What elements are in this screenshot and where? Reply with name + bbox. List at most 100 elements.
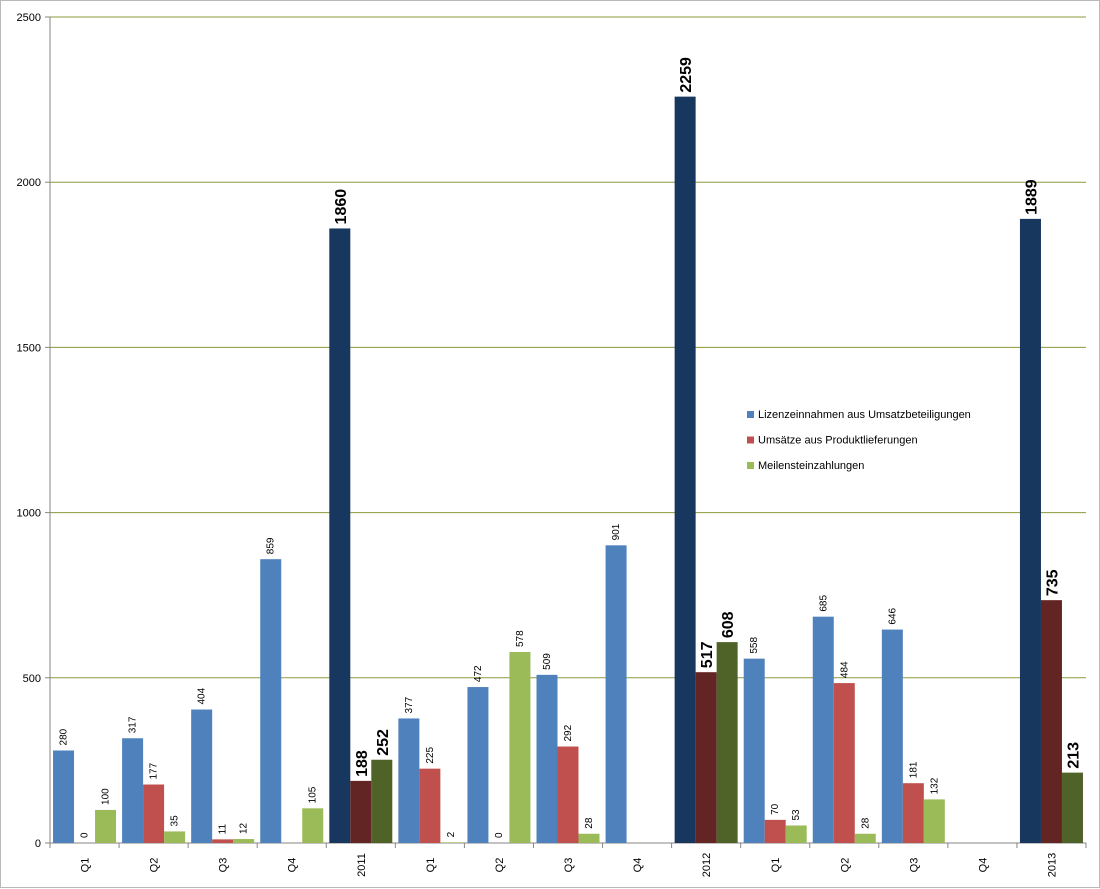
bar-2012-series3: [716, 642, 738, 843]
bar-Q3-series3: [578, 833, 600, 843]
data-label: 105: [308, 786, 319, 803]
bar-Q1-series1: [743, 658, 765, 843]
bar-Q2-series3: [509, 652, 531, 843]
bar-Q3-series2: [212, 839, 234, 843]
bar-Q4-series3: [302, 808, 324, 843]
x-tick-label: Q3: [908, 858, 920, 873]
data-label: 472: [473, 665, 484, 682]
bar-Q2-series2: [833, 683, 855, 843]
bar-2012-series1: [674, 96, 696, 843]
bar-Q1-series1: [398, 718, 420, 843]
x-tick-label: Q1: [80, 858, 92, 873]
bar-Q1-series1: [53, 750, 75, 843]
data-label: 53: [791, 809, 802, 821]
y-tick-label: 2000: [17, 177, 41, 189]
x-tick-label: 2012: [701, 853, 713, 877]
data-label: 35: [170, 815, 181, 827]
data-label: 70: [770, 803, 781, 815]
x-tick-label: Q1: [425, 858, 437, 873]
data-label: 188: [354, 750, 371, 777]
x-tick-label: 2013: [1046, 853, 1058, 877]
data-label: 11: [218, 824, 229, 835]
bar-2012-series2: [695, 672, 717, 843]
data-label: 901: [611, 523, 622, 540]
legend-swatch: [747, 411, 754, 418]
legend-label: Umsätze aus Produktlieferungen: [758, 435, 918, 447]
data-label: 509: [542, 653, 553, 670]
legend-label: Lizenzeinnahmen aus Umsatzbeteiligungen: [758, 409, 971, 421]
data-label: 317: [128, 716, 139, 733]
legend-swatch: [747, 436, 754, 444]
x-tick-label: Q2: [839, 858, 851, 873]
x-tick-label: 2011: [356, 853, 368, 877]
bar-Q3-series1: [191, 709, 213, 843]
bar-Q1-series3: [785, 825, 807, 843]
data-label: 0: [494, 832, 505, 838]
bar-Q2-series2: [143, 784, 165, 843]
data-label: 558: [749, 637, 760, 654]
data-label: 2259: [678, 57, 695, 93]
data-label: 735: [1044, 569, 1061, 596]
data-label: 181: [908, 761, 919, 778]
bar-Q1-series2: [419, 768, 441, 843]
legend-label: Meilensteinzahlungen: [758, 460, 864, 472]
bar-2013-series1: [1019, 218, 1041, 844]
bar-Q4-series1: [260, 559, 282, 843]
bar-Q2-series1: [467, 687, 489, 843]
bar-2013-series3: [1061, 772, 1083, 843]
data-label: 1860: [333, 189, 350, 225]
bar-Q3-series3: [923, 799, 945, 843]
data-label: 213: [1065, 742, 1082, 769]
data-label: 517: [699, 641, 716, 668]
bar-2011-series2: [350, 780, 372, 843]
x-tick-label: Q4: [632, 858, 644, 873]
legend-swatch: [747, 462, 754, 469]
data-label: 2: [446, 831, 457, 837]
data-label: 12: [239, 822, 250, 834]
y-tick-label: 500: [23, 673, 41, 685]
legend: Lizenzeinnahmen aus Umsatzbeteiligungen U…: [747, 409, 971, 472]
data-label: 859: [266, 537, 277, 554]
data-label: 132: [929, 777, 940, 794]
data-label: 28: [584, 817, 595, 829]
x-tick-label: Q3: [218, 858, 230, 873]
data-label: 608: [720, 611, 737, 638]
data-label: 280: [59, 728, 70, 745]
bar-Q3-series2: [557, 746, 579, 843]
data-label: 177: [149, 762, 160, 779]
gridlines: [50, 16, 1086, 679]
data-label: 404: [197, 687, 208, 704]
y-tick-label: 1500: [17, 342, 41, 354]
bar-Q2-series1: [812, 616, 834, 843]
x-tick-label: Q2: [494, 858, 506, 873]
data-label: 252: [375, 729, 392, 756]
data-label: 578: [515, 630, 526, 647]
y-tick-label: 0: [35, 838, 41, 850]
bar-2013-series2: [1040, 600, 1062, 843]
data-label: 225: [425, 747, 436, 764]
x-tick-label: Q4: [977, 858, 989, 873]
bar-Q2-series3: [164, 831, 186, 843]
y-tick-label: 2500: [17, 12, 41, 24]
data-label: 28: [860, 817, 871, 829]
x-tick-label: Q2: [149, 858, 161, 873]
data-label: 292: [563, 724, 574, 741]
data-label: 377: [404, 696, 415, 713]
bar-Q3-series1: [881, 629, 903, 843]
bar-Q3-series2: [902, 783, 924, 843]
bar-Q1-series2: [764, 819, 786, 843]
x-tick-label: Q3: [563, 858, 575, 873]
bar-Q2-series1: [122, 738, 144, 843]
bars: [53, 96, 1083, 844]
data-label: 100: [101, 788, 112, 805]
x-tick-label: Q1: [770, 858, 782, 873]
bar-Q4-series1: [605, 545, 627, 843]
x-tick-label: Q4: [287, 858, 299, 873]
bar-Q3-series3: [233, 839, 255, 843]
data-label: 0: [80, 832, 91, 838]
bar-Q1-series3: [95, 809, 117, 843]
y-tick-label: 1000: [17, 508, 41, 520]
